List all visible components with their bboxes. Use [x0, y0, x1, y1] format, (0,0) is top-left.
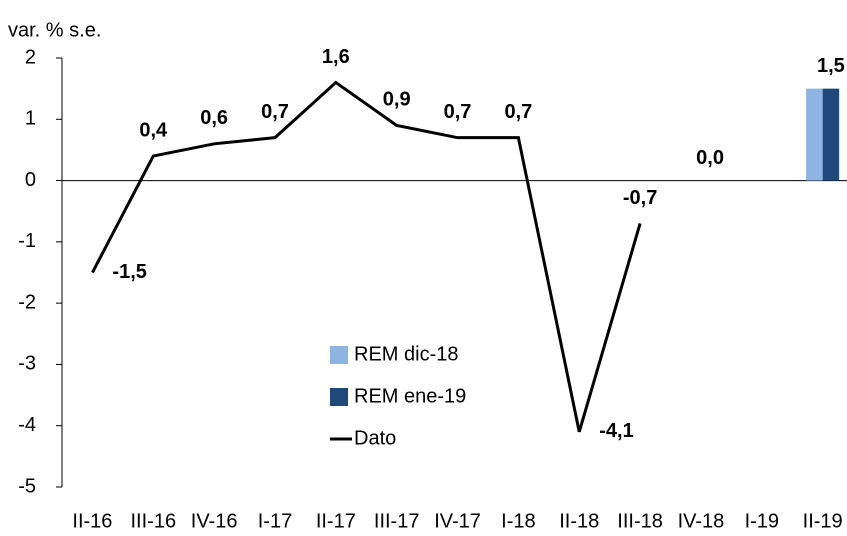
x-tick-label: I-18	[501, 510, 535, 532]
y-tick-label: 0	[25, 169, 36, 191]
legend-label: REM dic-18	[354, 343, 458, 365]
x-tick-label: II-18	[559, 510, 599, 532]
y-tick-label: -2	[18, 291, 36, 313]
y-tick-label: -4	[18, 414, 36, 436]
data-label: 1,5	[817, 55, 845, 77]
y-tick-label: -5	[18, 475, 36, 497]
bar	[822, 88, 840, 181]
data-label: 0,6	[200, 107, 228, 129]
data-label: 0,9	[383, 89, 411, 111]
x-tick-label: III-16	[130, 510, 176, 532]
x-tick-label: IV-18	[678, 510, 725, 532]
y-tick-label: -3	[18, 353, 36, 375]
x-tick-label: II-16	[72, 510, 112, 532]
legend-label: Dato	[354, 427, 396, 449]
data-label: 1,6	[322, 46, 350, 68]
chart-title: var. % s.e.	[8, 19, 101, 41]
data-label: 0,0	[696, 147, 724, 169]
y-tick-label: -1	[18, 230, 36, 252]
legend-label: REM ene-19	[354, 385, 466, 407]
data-label: 0,7	[261, 101, 289, 123]
data-label: -1,5	[112, 261, 146, 283]
x-tick-label: IV-16	[191, 510, 238, 532]
bar	[806, 88, 823, 181]
y-tick-label: 2	[25, 46, 36, 68]
legend-swatch	[330, 388, 348, 406]
legend-swatch	[330, 346, 348, 364]
data-label: 0,4	[139, 119, 168, 141]
x-tick-label: II-19	[803, 510, 843, 532]
x-tick-label: III-18	[617, 510, 663, 532]
y-tick-label: 1	[25, 108, 36, 130]
line	[91, 80, 642, 433]
x-tick-label: I-17	[258, 510, 292, 532]
data-label: 0,7	[444, 101, 472, 123]
data-label: 0,7	[504, 101, 532, 123]
x-tick-label: II-17	[316, 510, 356, 532]
x-tick-label: IV-17	[434, 510, 481, 532]
data-label: -4,1	[599, 420, 633, 442]
x-tick-label: III-17	[374, 510, 420, 532]
data-label: -0,7	[623, 187, 657, 209]
x-tick-label: I-19	[745, 510, 779, 532]
